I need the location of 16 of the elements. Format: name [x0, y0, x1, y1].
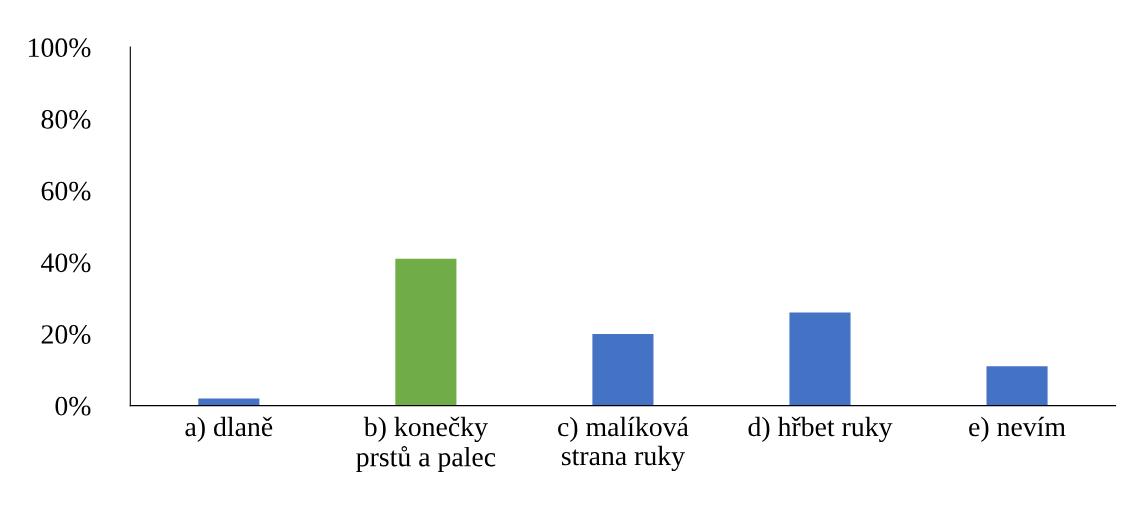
bar	[986, 366, 1048, 406]
bar	[789, 312, 851, 406]
y-tick-label: 20%	[41, 325, 91, 344]
x-tick-label: e) nevím	[969, 416, 1066, 442]
x-tick-label: d) hřbet ruky	[748, 416, 893, 443]
x-tick-label: c) malíková strana ruky	[558, 416, 689, 472]
y-tick-label: 80%	[41, 110, 91, 129]
y-tick-label: 60%	[41, 181, 91, 201]
bar	[198, 398, 260, 406]
bar	[395, 258, 457, 406]
bar	[592, 333, 654, 406]
y-tick-label: 40%	[41, 253, 91, 273]
x-tick-label: b) konečky prstů a palec	[356, 416, 496, 473]
y-tick-label: 100%	[29, 38, 91, 58]
y-tick-label: 0%	[55, 396, 91, 416]
x-tick-label: a) dlaně	[185, 416, 273, 442]
